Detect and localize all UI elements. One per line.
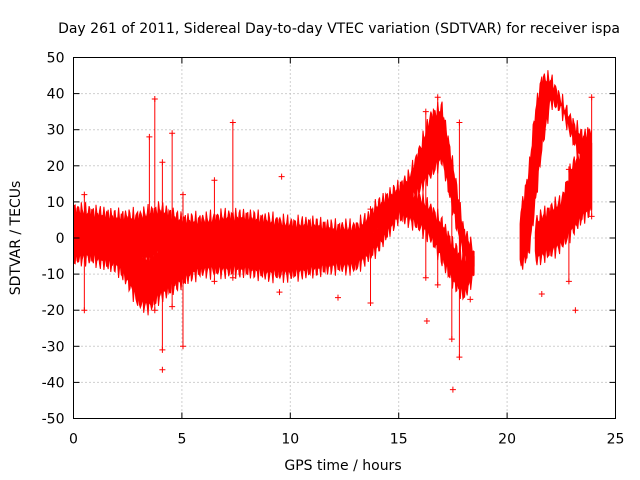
x-axis-label: GPS time / hours [284, 458, 401, 474]
y-tick-label: 0 [56, 231, 65, 247]
data-point [179, 343, 186, 350]
y-tick-label: 10 [47, 195, 65, 211]
data-point [151, 96, 158, 103]
data-point [434, 94, 441, 101]
y-tick-label: 40 [47, 87, 65, 103]
y-tick-label: -20 [42, 303, 65, 319]
data-point [448, 191, 455, 198]
data-point [81, 191, 88, 198]
data-point [146, 133, 153, 140]
data-band [73, 183, 475, 316]
tick-layer: 0 5 10 15 20 25 50 40 30 20 10 0 -10 -20 -30 -40 -50 [42, 51, 625, 448]
data-point [276, 289, 283, 296]
data-point [159, 159, 166, 166]
data-point [588, 94, 595, 101]
x-tick-label: 20 [498, 432, 516, 448]
data-point [456, 119, 463, 126]
data-point [422, 274, 429, 281]
y-tick-label: -50 [42, 412, 65, 428]
data-point [81, 307, 88, 314]
data-point [169, 130, 176, 137]
data-point [211, 177, 218, 184]
data-point [449, 386, 456, 393]
y-tick-label: 50 [47, 51, 65, 67]
y-axis-label: SDTVAR / TECUs [8, 181, 24, 296]
data-point [146, 292, 153, 299]
data-layer [73, 70, 595, 393]
x-tick-label: 15 [390, 432, 408, 448]
data-point [467, 296, 474, 303]
x-tick-label: 10 [281, 432, 299, 448]
data-point [151, 307, 158, 314]
data-point [448, 336, 455, 343]
data-point [422, 108, 429, 115]
data-point [538, 290, 545, 297]
data-point [367, 299, 374, 306]
x-tick-label: 0 [69, 432, 78, 448]
y-tick-label: -10 [42, 267, 65, 283]
data-point [229, 119, 236, 126]
data-point [434, 281, 441, 288]
data-point [278, 173, 285, 180]
data-point [588, 213, 595, 220]
data-point [229, 274, 236, 281]
data-point [367, 206, 374, 213]
data-point [169, 303, 176, 310]
y-tick-label: -30 [42, 339, 65, 355]
data-band [534, 140, 593, 266]
data-point [179, 191, 186, 198]
x-tick-label: 25 [607, 432, 625, 448]
data-point [423, 318, 430, 325]
chart-title: Day 261 of 2011, Sidereal Day-to-day VTE… [58, 21, 620, 37]
data-point [572, 307, 579, 314]
data-point [211, 278, 218, 285]
data-point [565, 278, 572, 285]
data-point [456, 354, 463, 361]
y-tick-label: 30 [47, 123, 65, 139]
y-tick-label: 20 [47, 159, 65, 175]
data-point [334, 294, 341, 301]
data-point [159, 366, 166, 373]
data-point [159, 346, 166, 353]
x-tick-label: 5 [177, 432, 186, 448]
data-point [565, 166, 572, 173]
y-tick-label: -40 [42, 375, 65, 391]
